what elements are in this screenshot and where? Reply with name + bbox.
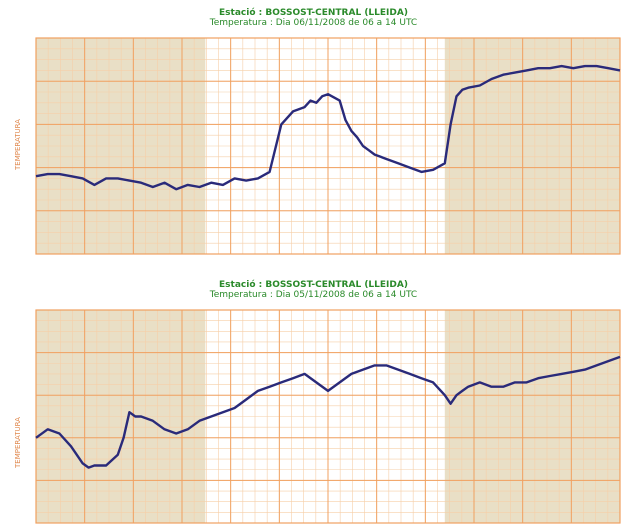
chart-title-block: Estació : BOSSOST-CENTRAL (LLEIDA) Tempe…: [0, 280, 627, 300]
series-line: [35, 355, 621, 469]
plot-frame: [35, 309, 621, 524]
line-chart-1: [35, 37, 621, 255]
chart-title: Estació : BOSSOST-CENTRAL (LLEIDA): [219, 8, 408, 18]
chart-panel-2: Estació : BOSSOST-CENTRAL (LLEIDA) Tempe…: [0, 272, 627, 531]
chart-title-block: Estació : BOSSOST-CENTRAL (LLEIDA) Tempe…: [0, 8, 627, 28]
chart-panel-1: Estació : BOSSOST-CENTRAL (LLEIDA) Tempe…: [0, 0, 627, 262]
chart-title: Estació : BOSSOST-CENTRAL (LLEIDA): [219, 280, 408, 290]
chart-subtitle: Temperatura : Dia 06/11/2008 de 06 a 14 …: [209, 18, 418, 28]
series-line: [35, 64, 621, 191]
chart-subtitle: Temperatura : Dia 05/11/2008 de 06 a 14 …: [209, 290, 418, 300]
line-chart-2: [35, 309, 621, 524]
plot-frame: [35, 37, 621, 255]
